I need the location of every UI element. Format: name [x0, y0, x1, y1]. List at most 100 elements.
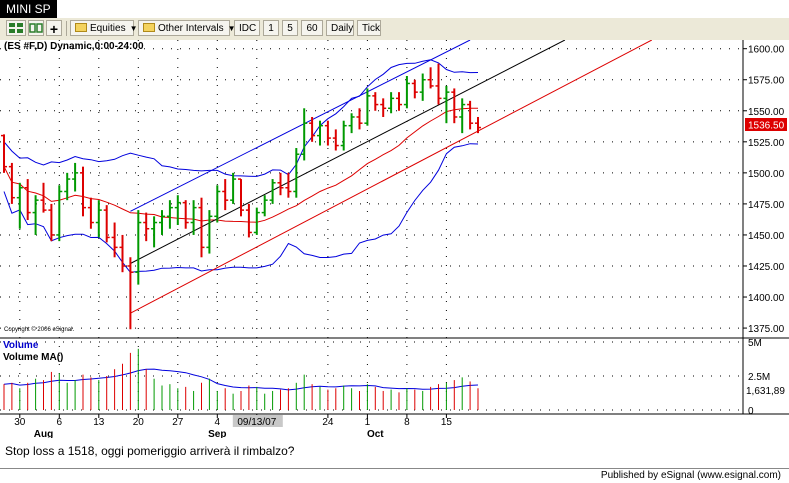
price-bar: [166, 200, 173, 229]
time-tick-label: 27: [172, 417, 184, 428]
equities-label: Equities: [90, 23, 126, 34]
price-bar: [451, 88, 458, 124]
price-bar: [317, 120, 323, 146]
month-label: Oct: [367, 429, 384, 438]
interval-1-button[interactable]: 1: [263, 20, 279, 36]
price-bar: [119, 234, 126, 273]
price-bar: [435, 63, 442, 105]
link-icon[interactable]: [28, 20, 44, 36]
price-bar: [261, 195, 268, 217]
time-tick-label: 6: [57, 417, 63, 428]
volume-axis: 5M 2.5M 0: [748, 338, 770, 417]
add-icon[interactable]: +: [46, 20, 62, 37]
other-intervals-dropdown[interactable]: Other Intervals ▼: [138, 20, 236, 36]
last-price-tag: [745, 118, 787, 131]
tick-button[interactable]: Tick: [357, 20, 381, 36]
time-tick-label: 20: [133, 417, 145, 428]
price-bar: [459, 98, 466, 134]
price-bar: [111, 222, 118, 258]
price-bar: [214, 185, 221, 223]
lower-trend-line: [130, 40, 653, 314]
price-bar: [411, 79, 418, 99]
price-bar: [340, 120, 347, 151]
price-bar: [388, 92, 395, 114]
price-bar: [24, 179, 31, 221]
volume-label: Volume: [3, 340, 39, 351]
window-title: MINI SP: [0, 0, 57, 18]
price-bar: [151, 216, 158, 248]
folder-icon: [75, 23, 87, 32]
time-tick-label: 1: [365, 417, 371, 428]
volume-last-label: 1,631,89: [746, 386, 785, 397]
price-bar: [190, 200, 197, 235]
price-bar: [8, 162, 15, 204]
price-bar: [87, 197, 94, 229]
price-bar: [332, 129, 339, 151]
chart-area[interactable]: 1600.00 1575.00 1550.00 1525.00 1500.00 1475.…: [0, 40, 789, 438]
price-bar: [364, 88, 371, 126]
volume-ma-label: Volume MA(): [3, 352, 63, 363]
volume-tick-label: 2.5M: [748, 372, 770, 383]
price-bar: [1, 134, 7, 173]
chain-icon: [29, 23, 43, 33]
layout-icon[interactable]: [6, 20, 26, 36]
price-bar: [64, 172, 71, 201]
price-bar: [206, 210, 213, 254]
middle-trend-line: [130, 40, 566, 264]
price-tick-label: 1425.00: [748, 262, 785, 273]
price-bar: [40, 182, 47, 213]
bollinger-lower-line: [3, 143, 479, 273]
folder-icon: [143, 23, 155, 32]
price-bar: [380, 98, 387, 117]
interval-5-button[interactable]: 5: [282, 20, 298, 36]
window-titlebar: MINI SP: [0, 0, 789, 18]
last-price-label: 1536.50: [748, 121, 785, 132]
price-bar: [277, 172, 284, 196]
price-tick-label: 1550.00: [748, 107, 785, 118]
month-label: Aug: [34, 429, 53, 438]
equities-dropdown[interactable]: Equities ▼: [70, 20, 138, 36]
price-bar: [48, 203, 55, 242]
price-bar: [174, 195, 181, 226]
price-tick-label: 1525.00: [748, 138, 785, 149]
price-bar: [103, 205, 110, 243]
price-bar: [56, 185, 63, 242]
price-bar: [253, 207, 260, 235]
daily-button[interactable]: Daily: [326, 20, 354, 36]
time-tick-label: 30: [14, 417, 26, 428]
price-chart[interactable]: 1600.00 1575.00 1550.00 1525.00 1500.00 1475.…: [0, 40, 789, 438]
price-bar: [419, 73, 426, 101]
price-bar: [135, 210, 142, 285]
price-bar: [348, 113, 355, 134]
layout-grid-icon: [9, 23, 23, 33]
crosshair-date-box: [232, 415, 283, 427]
time-tick-label: 4: [215, 417, 221, 428]
chevron-down-icon: ▼: [129, 24, 138, 33]
price-bar: [182, 200, 189, 229]
time-tick-label: 8: [404, 417, 410, 428]
price-bar: [80, 166, 86, 217]
price-bar: [475, 116, 481, 134]
volume-tick-label: 5M: [748, 338, 762, 349]
idc-button[interactable]: IDC: [234, 20, 260, 36]
chart-header: (ES #F,D) Dynamic,0:00-24:00: [4, 41, 144, 52]
toolbar: + Equities ▼ Other Intervals ▼ IDC 1 5 60 …: [0, 18, 789, 41]
price-tick-label: 1575.00: [748, 76, 785, 87]
price-bar: [467, 100, 474, 130]
time-tick-label: 15: [441, 417, 453, 428]
price-bar: [230, 172, 237, 204]
time-axis: 30 6 13 20 27 4 09/13/07 24 1 8 15 Aug Sep Oct: [14, 414, 452, 438]
price-tick-label: 1450.00: [748, 231, 785, 242]
price-bar: [285, 172, 292, 198]
interval-60-button[interactable]: 60: [301, 20, 323, 36]
chevron-down-icon: ▼: [227, 24, 236, 33]
footer: Published by eSignal (www.esignal.com): [0, 468, 789, 483]
price-bar: [143, 212, 150, 242]
time-tick-label: 24: [322, 417, 334, 428]
price-bar: [309, 116, 316, 142]
price-tick-label: 1500.00: [748, 169, 785, 180]
month-label: Sep: [208, 429, 226, 438]
price-bar: [403, 76, 410, 109]
bollinger-upper-line: [3, 59, 479, 177]
price-bar: [222, 179, 229, 211]
